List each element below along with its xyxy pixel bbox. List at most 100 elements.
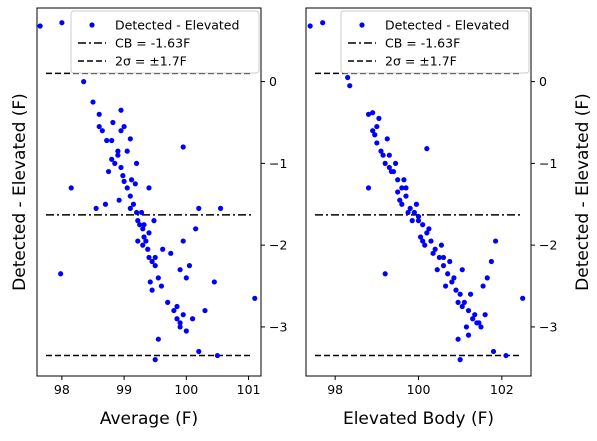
data-point xyxy=(438,242,445,248)
data-point xyxy=(180,312,186,318)
data-point xyxy=(155,275,161,281)
chart-panel-2: 98 100 102 0 −1 −2 −3 Elevated Body (F) Detected… xyxy=(305,7,593,429)
data-point xyxy=(492,238,499,244)
data-point xyxy=(465,332,472,338)
data-point xyxy=(186,263,193,269)
data-point xyxy=(99,128,105,134)
data-point xyxy=(478,324,484,330)
data-point xyxy=(252,295,258,301)
data-point xyxy=(436,254,442,261)
data-point xyxy=(118,107,124,113)
data-point xyxy=(453,287,459,293)
y-tick-label: −2 xyxy=(539,238,557,253)
data-point xyxy=(347,83,353,89)
data-point xyxy=(124,148,130,154)
data-point xyxy=(320,20,326,26)
data-point xyxy=(146,230,152,236)
data-point xyxy=(459,303,465,310)
data-point xyxy=(152,254,158,261)
data-point xyxy=(417,234,424,240)
chart-panel-1: 98 99 100 101 0 −1 −2 −3 Average (F) Detected - E… xyxy=(10,7,287,429)
data-point xyxy=(127,205,133,211)
data-point xyxy=(520,295,526,301)
data-point xyxy=(137,222,143,228)
data-point xyxy=(149,287,155,293)
data-point xyxy=(480,283,486,289)
data-point xyxy=(133,209,140,216)
data-point xyxy=(424,230,430,236)
data-point xyxy=(109,156,115,162)
data-point xyxy=(104,137,110,144)
legend-marker xyxy=(359,22,365,28)
data-point xyxy=(112,160,118,166)
legend-label: CB = -1.63F xyxy=(115,36,190,51)
data-point xyxy=(93,205,99,211)
data-point xyxy=(59,20,65,26)
data-point xyxy=(455,336,461,342)
data-point xyxy=(149,258,155,265)
data-point xyxy=(90,99,96,105)
data-point xyxy=(147,279,153,285)
data-point xyxy=(158,283,165,289)
legend: Detected - Elevated CB = -1.63F 2σ = ±1.7F xyxy=(340,10,530,74)
data-point xyxy=(140,242,146,248)
data-point xyxy=(365,111,372,117)
data-point xyxy=(174,303,180,310)
legend-marker xyxy=(89,22,95,28)
data-point xyxy=(413,201,420,207)
x-tick-label: 100 xyxy=(407,382,431,397)
data-point xyxy=(384,136,390,142)
data-point xyxy=(168,250,174,256)
data-point xyxy=(160,246,166,252)
data-point xyxy=(424,146,430,152)
data-point xyxy=(411,209,417,216)
data-point xyxy=(484,275,490,281)
data-point xyxy=(401,177,407,183)
data-point xyxy=(407,205,413,211)
data-point xyxy=(202,307,208,314)
data-point xyxy=(121,178,127,184)
data-point xyxy=(96,111,102,117)
data-point xyxy=(307,23,313,29)
data-point xyxy=(146,254,152,261)
data-point xyxy=(440,263,447,269)
data-point xyxy=(399,185,405,191)
data-point xyxy=(143,238,149,244)
data-point xyxy=(211,279,217,285)
data-point xyxy=(465,307,472,314)
data-point xyxy=(503,352,509,359)
data-point xyxy=(152,357,158,363)
y-tick-label: −2 xyxy=(269,238,287,253)
data-point xyxy=(183,328,189,334)
data-point xyxy=(445,271,451,277)
data-point xyxy=(422,242,428,248)
data-point xyxy=(490,348,497,355)
data-point xyxy=(470,316,476,322)
y-axis-label: Detected - Elevated (F) xyxy=(573,93,593,291)
data-point xyxy=(118,128,124,134)
x-tick-label: 100 xyxy=(174,382,198,397)
data-point xyxy=(451,275,457,281)
data-point xyxy=(447,258,453,265)
data-point xyxy=(382,160,388,166)
y-tick-label: 0 xyxy=(269,74,277,89)
data-point xyxy=(152,263,158,269)
legend-label: Detected - Elevated xyxy=(115,18,239,33)
data-point xyxy=(345,74,351,81)
data-point xyxy=(386,152,392,158)
x-tick-label: 99 xyxy=(116,382,132,397)
data-point xyxy=(420,238,426,244)
y-tick-label: 0 xyxy=(539,74,547,89)
y-axis-label: Detected - Elevated (F) xyxy=(10,93,30,291)
data-point xyxy=(135,238,141,244)
data-point xyxy=(395,189,401,195)
legend: Detected - Elevated CB = -1.63F 2σ = ±1.7F xyxy=(70,10,260,74)
data-point xyxy=(140,226,146,232)
y-tick-label: −1 xyxy=(269,156,287,171)
x-tick-label: 102 xyxy=(490,382,514,397)
data-point xyxy=(463,324,470,330)
x-axis-label: Average (F) xyxy=(100,409,198,429)
data-point xyxy=(397,197,403,203)
data-point xyxy=(58,271,64,277)
data-point xyxy=(177,267,183,273)
